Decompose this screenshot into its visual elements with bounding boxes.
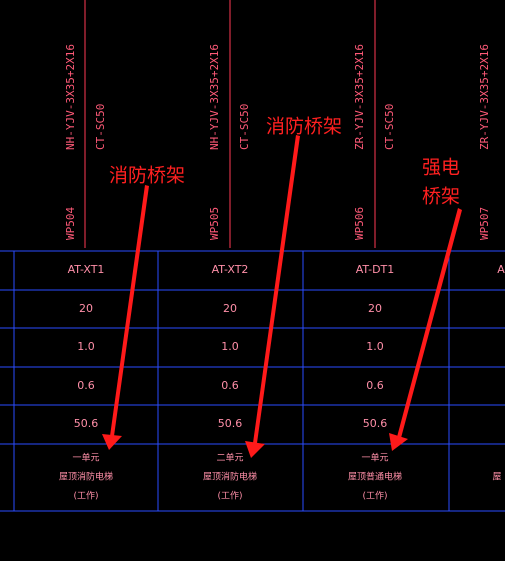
arrow-head — [389, 433, 408, 451]
table-cell: 1.0 — [366, 340, 384, 353]
note-line: 屋顶消防电梯 — [203, 471, 257, 483]
circuit-id: WP505 — [208, 207, 221, 240]
circuit-id: WP504 — [64, 207, 77, 240]
annotation: 消防桥架 — [109, 165, 185, 187]
note-line: 二单元 — [216, 452, 243, 464]
note-line: 屋顶普通电梯 — [348, 471, 402, 483]
note-line: 屋 — [492, 472, 501, 483]
table-cell: 1.0 — [221, 340, 239, 353]
circuit-id: WP507 — [478, 207, 491, 240]
arrow-shaft — [397, 208, 462, 438]
conduit-spec: CT-SC50 — [94, 104, 107, 150]
arrows — [102, 135, 462, 458]
note-line: 一单元 — [72, 452, 99, 464]
table-cell: 0.6 — [366, 379, 384, 392]
cable-spec: NH-YJV-3X35+2X16 — [208, 44, 221, 150]
arrow-shaft — [110, 185, 149, 436]
table-cell: 50.6 — [218, 417, 243, 430]
table-cell: 50.6 — [363, 417, 388, 430]
cable-spec: ZR-YJV-3X35+2X16 — [353, 44, 366, 150]
cable-spec: ZR-YJV-3X35+2X16 — [478, 44, 491, 150]
table-cell: 20 — [223, 302, 237, 315]
cable-spec: NH-YJV-3X35+2X16 — [64, 44, 77, 150]
arrow-head — [102, 434, 122, 450]
note-line: (工作) — [362, 490, 387, 502]
table-cell: 20 — [368, 302, 382, 315]
arrow-shaft — [253, 135, 300, 443]
feeder-lines — [84, 0, 376, 248]
table-cell: 1.0 — [77, 340, 95, 353]
arrow-head — [245, 441, 265, 458]
table-cell: AT-XT2 — [212, 263, 249, 276]
table-cell: AT-DT1 — [356, 263, 395, 276]
note-line: 屋顶消防电梯 — [59, 471, 113, 483]
annotation: 强电 — [422, 157, 460, 179]
annotation: 消防桥架 — [266, 116, 342, 138]
table-cell: 0.6 — [221, 379, 239, 392]
table-cell: AT-XT1 — [68, 263, 105, 276]
table-cell: 20 — [79, 302, 93, 315]
note-line: (工作) — [73, 490, 98, 502]
table-cell: A — [497, 263, 505, 276]
conduit-spec: CT-SC50 — [238, 104, 251, 150]
annotation: 桥架 — [422, 186, 460, 208]
note-line: (工作) — [217, 490, 242, 502]
note-line: 一单元 — [361, 452, 388, 464]
table-cell: 50.6 — [74, 417, 99, 430]
conduit-spec: CT-SC50 — [383, 104, 396, 150]
table-cell: 0.6 — [77, 379, 95, 392]
circuit-id: WP506 — [353, 207, 366, 240]
